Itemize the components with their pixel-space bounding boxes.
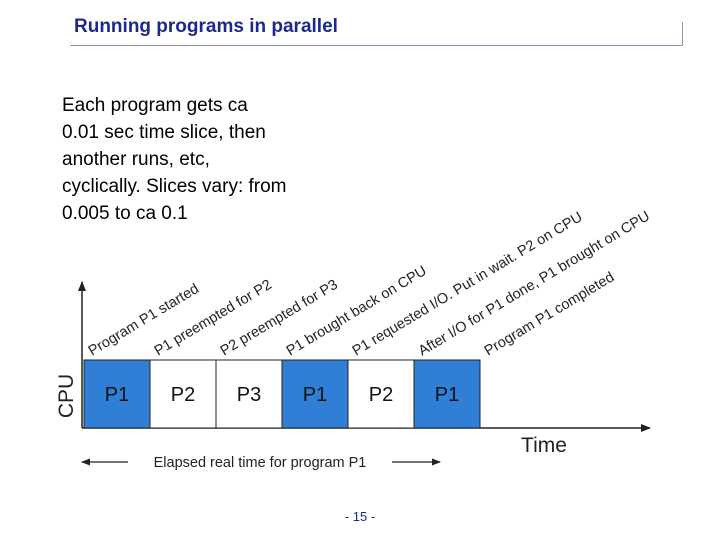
time-slice-label: P1 — [105, 384, 129, 406]
description-text: Each program gets ca 0.01 sec time slice… — [62, 92, 362, 227]
description-line: 0.01 sec time slice, then — [62, 122, 266, 143]
slide-title: Running programs in parallel — [74, 16, 338, 37]
elapsed-time-label: Elapsed real time for program P1 — [154, 455, 367, 471]
time-slice-block — [149, 359, 217, 429]
time-slice-label: P2 — [369, 384, 393, 406]
cpu-axis-label: CPU — [55, 374, 78, 418]
description-line: 0.005 to ca 0.1 — [62, 203, 188, 224]
time-slice-label: P3 — [237, 384, 261, 406]
time-slice-label: P2 — [171, 384, 195, 406]
event-label: P1 preempted for P2 — [152, 277, 275, 360]
time-slice-block — [413, 359, 481, 429]
time-slice-block — [83, 359, 151, 429]
title-underline — [70, 45, 683, 46]
event-label: Program P1 started — [86, 281, 202, 359]
time-slice-label: P1 — [303, 384, 327, 406]
page-number: - 15 - — [344, 509, 376, 524]
time-slice-block — [281, 359, 349, 429]
event-label: P2 preempted for P3 — [218, 277, 341, 360]
time-slice-block — [215, 359, 283, 429]
description-line: cyclically. Slices vary: from — [62, 176, 287, 197]
title-rule-tick — [682, 22, 683, 46]
time-axis-label: Time — [521, 434, 567, 457]
time-slices: P1 P2 P3 P1 P2 P1 — [83, 359, 481, 429]
description-line: Each program gets ca — [62, 95, 248, 116]
time-slice-label: P1 — [435, 384, 459, 406]
description-line: another runs, etc, — [62, 149, 210, 170]
